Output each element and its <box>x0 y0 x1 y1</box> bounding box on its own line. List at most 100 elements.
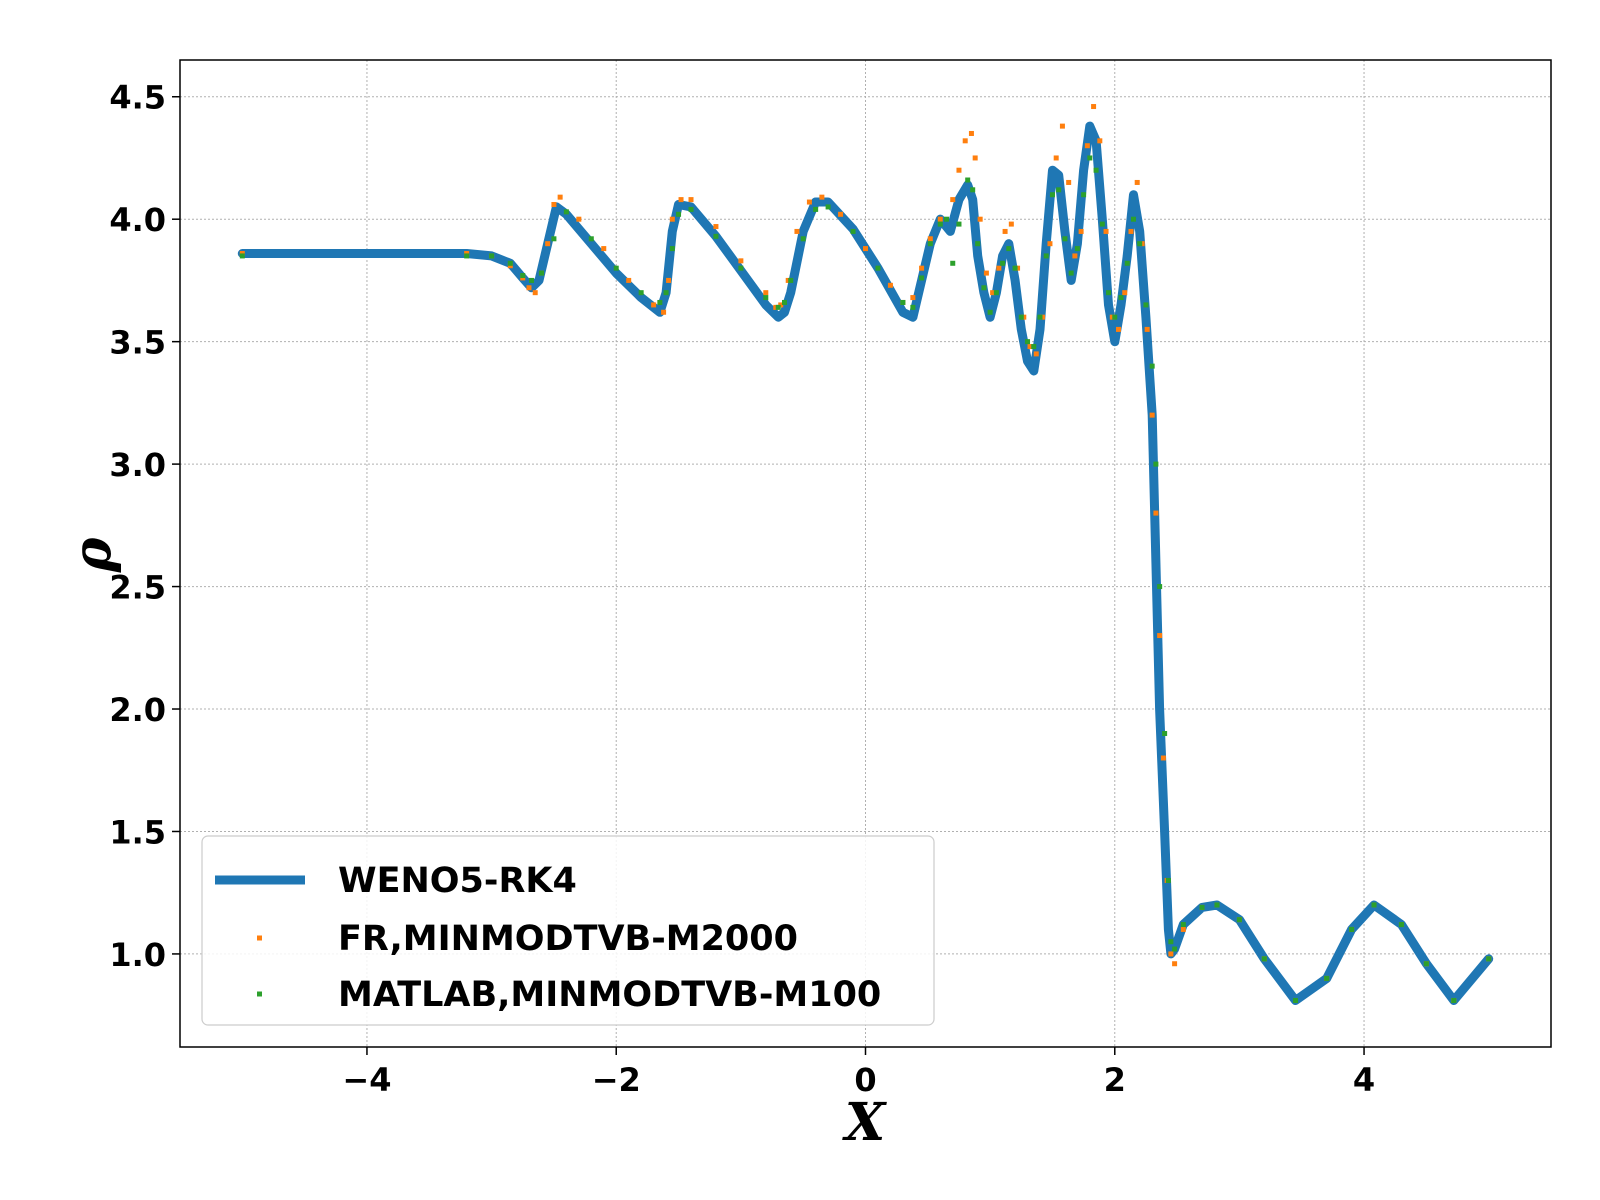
data-point <box>526 285 532 291</box>
data-point <box>713 233 719 239</box>
data-point <box>651 302 657 308</box>
data-point <box>489 253 495 259</box>
y-tick-label: 1.5 <box>109 813 166 851</box>
data-point <box>1153 510 1159 516</box>
data-point <box>919 275 925 281</box>
data-point <box>1059 123 1065 129</box>
data-point <box>1116 326 1122 332</box>
data-point <box>1081 192 1087 198</box>
data-point <box>1049 192 1055 198</box>
ticks: −4 −2 0 2 4 1.0 1.5 2.0 2.5 3.0 3.5 4.0 4.5 <box>109 79 1375 1099</box>
data-point <box>996 265 1002 271</box>
data-point <box>825 204 831 210</box>
data-point <box>1236 917 1242 923</box>
y-tick-label: 4.5 <box>109 79 166 117</box>
data-point <box>1093 167 1099 173</box>
data-point <box>1153 461 1159 467</box>
data-point <box>1137 241 1143 247</box>
legend: WENO5-RK4 FR,MINMODTVB-M2000 MATLAB,MINMOD… <box>201 835 935 1026</box>
y-tick-label: 1.0 <box>109 936 166 974</box>
data-point <box>1134 179 1140 185</box>
data-point <box>601 246 607 252</box>
data-point <box>1180 926 1186 932</box>
data-point <box>688 197 694 203</box>
y-tick-label: 3.0 <box>109 446 166 484</box>
data-point <box>1037 314 1043 320</box>
grid <box>180 60 1551 1047</box>
data-point <box>1091 104 1097 110</box>
x-axis-label: X <box>842 1092 888 1153</box>
data-point <box>972 155 978 161</box>
data-point <box>813 206 819 212</box>
data-point <box>1128 228 1134 234</box>
data-point <box>557 194 563 200</box>
data-point <box>1068 270 1074 276</box>
data-point <box>1097 138 1103 144</box>
data-point <box>1025 339 1031 345</box>
data-point <box>545 241 551 247</box>
data-point <box>819 194 825 200</box>
y-axis-label: ρ <box>62 537 123 573</box>
y-tick-label: 2.0 <box>109 691 166 729</box>
data-point <box>944 216 950 222</box>
data-point <box>887 282 893 288</box>
data-point <box>1160 755 1166 761</box>
y-tick-label: 3.5 <box>109 324 166 362</box>
data-point <box>838 211 844 217</box>
data-point <box>1018 314 1024 320</box>
data-point <box>1149 412 1155 418</box>
data-point <box>1087 155 1093 161</box>
data-point <box>981 285 987 291</box>
data-point <box>950 260 956 266</box>
data-point <box>1157 584 1163 590</box>
data-point <box>968 130 974 136</box>
data-point <box>1349 926 1355 932</box>
data-point <box>937 221 943 227</box>
series-2 <box>239 155 1492 1003</box>
data-point <box>563 209 569 215</box>
data-point <box>965 177 971 183</box>
data-point <box>956 221 962 227</box>
data-point <box>800 236 806 242</box>
data-point <box>763 295 769 301</box>
data-point <box>528 277 534 283</box>
data-point <box>1172 946 1178 952</box>
data-point <box>1199 904 1205 910</box>
data-point <box>1371 902 1377 908</box>
legend-label: MATLAB,MINMODTVB-M100 <box>338 975 881 1015</box>
data-point <box>669 216 675 222</box>
data-point <box>520 273 526 279</box>
data-point <box>875 265 881 271</box>
data-point <box>576 216 582 222</box>
data-point <box>1066 179 1072 185</box>
data-point <box>688 206 694 212</box>
data-point <box>1106 290 1112 296</box>
data-point <box>1168 939 1174 945</box>
x-tick-label: −4 <box>342 1061 391 1099</box>
data-point <box>1047 241 1053 247</box>
data-point <box>1165 877 1171 883</box>
y-tick-label: 4.0 <box>109 201 166 239</box>
data-point <box>1099 221 1105 227</box>
data-point <box>983 270 989 276</box>
data-point <box>1078 228 1084 234</box>
data-point <box>1486 956 1492 962</box>
x-tick-label: 0 <box>854 1061 876 1099</box>
data-point <box>1398 922 1404 928</box>
data-point <box>1000 260 1006 266</box>
data-point <box>666 277 672 283</box>
data-point <box>970 187 976 193</box>
data-point <box>1324 975 1330 981</box>
data-point <box>775 304 781 310</box>
data-point <box>1012 265 1018 271</box>
data-point <box>713 224 719 230</box>
legend-label: FR,MINMODTVB-M2000 <box>338 919 798 959</box>
data-point <box>927 236 933 242</box>
data-point <box>676 211 682 217</box>
data-point <box>977 216 983 222</box>
data-point <box>638 290 644 296</box>
data-point <box>532 290 538 296</box>
data-point <box>1072 253 1078 259</box>
data-point <box>1144 326 1150 332</box>
data-point <box>850 228 856 234</box>
